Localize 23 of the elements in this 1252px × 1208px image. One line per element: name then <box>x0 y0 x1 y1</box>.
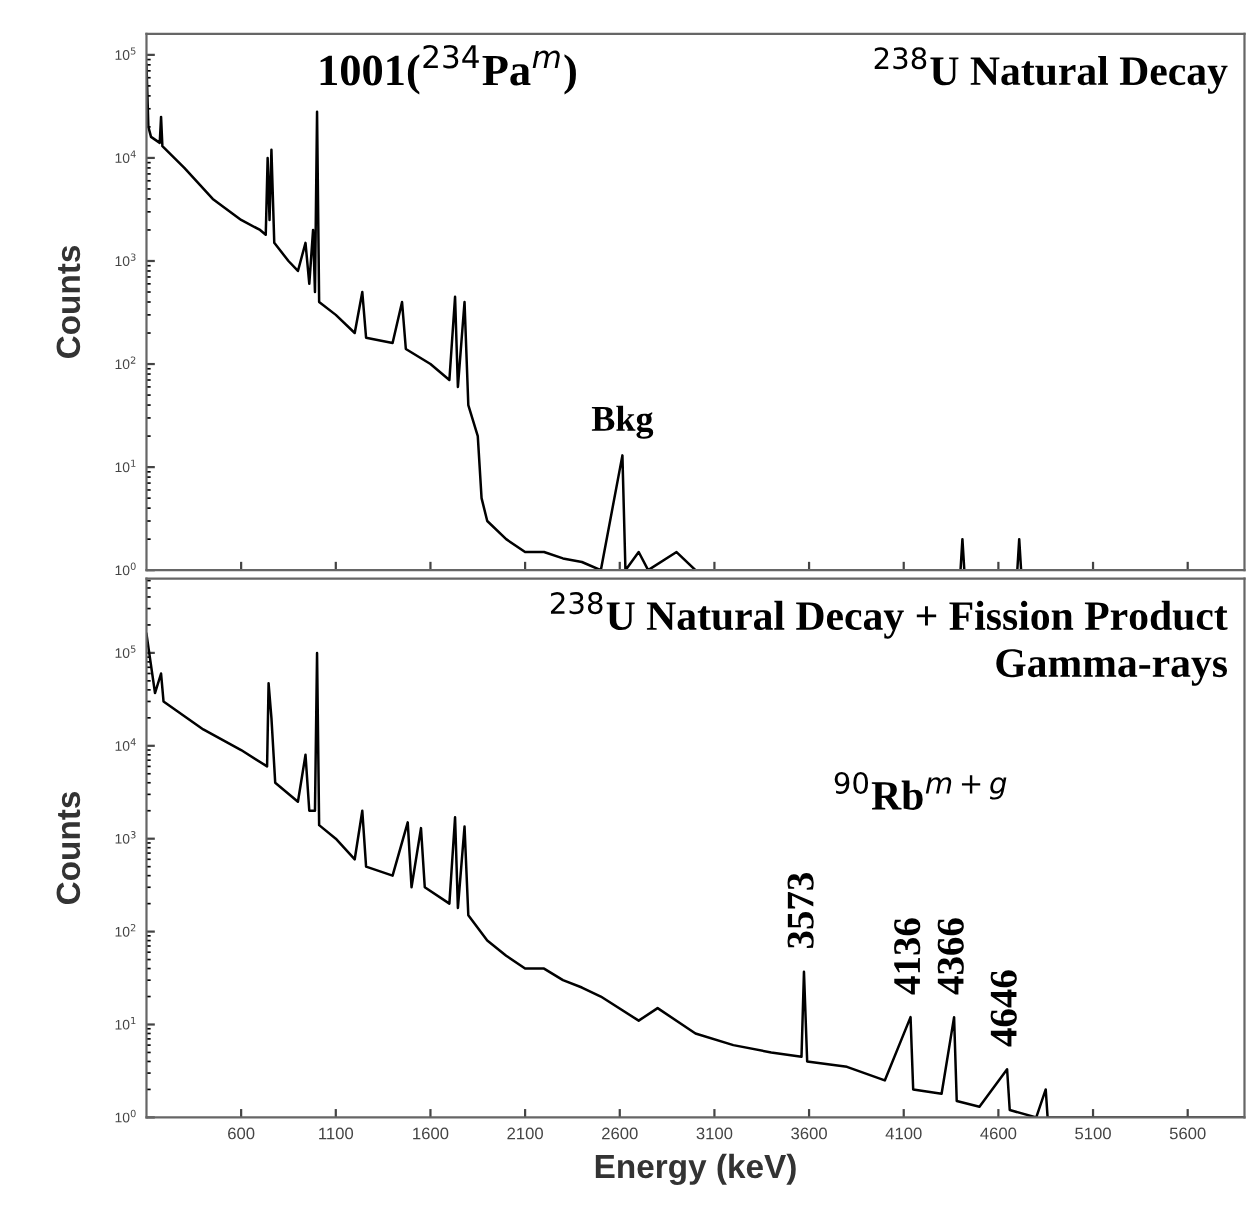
text: $^{238}$U Natural Decay + Fission Product Gamma-rays <box>550 592 1228 686</box>
chart-title: $^{238}$U Natural Decay <box>874 47 1228 94</box>
annotation: 1001($^{234}$Pa$^{m}$) <box>320 44 576 95</box>
y-axis-title: Counts <box>56 791 81 905</box>
x-tick-label: 2100 <box>507 1127 543 1140</box>
annotation: 3573 <box>787 873 814 949</box>
y-axis-title: Counts <box>56 245 81 359</box>
x-tick-label: 5100 <box>1075 1127 1111 1140</box>
x-tick-label: 1100 <box>319 1127 354 1140</box>
annotation: 4646 <box>990 970 1017 1047</box>
annotation: 4366 <box>937 918 964 995</box>
x-tick-label: 5600 <box>1169 1127 1206 1140</box>
x-tick-label: 4600 <box>980 1127 1017 1140</box>
annotation: $^{90}$Rb$^{m+g}$ <box>834 771 1007 810</box>
annotation: Bkg <box>591 405 654 439</box>
x-tick-label: 1600 <box>413 1127 449 1140</box>
x-tick-label: 3600 <box>791 1127 827 1140</box>
x-tick-label: 600 <box>228 1127 255 1140</box>
x-axis-title: Energy (keV) <box>595 1153 796 1185</box>
annotation: 4136 <box>894 918 921 995</box>
x-tick-label: 3100 <box>696 1127 733 1140</box>
x-tick-label: 4100 <box>885 1127 922 1140</box>
x-tick-label: 2600 <box>602 1127 638 1140</box>
